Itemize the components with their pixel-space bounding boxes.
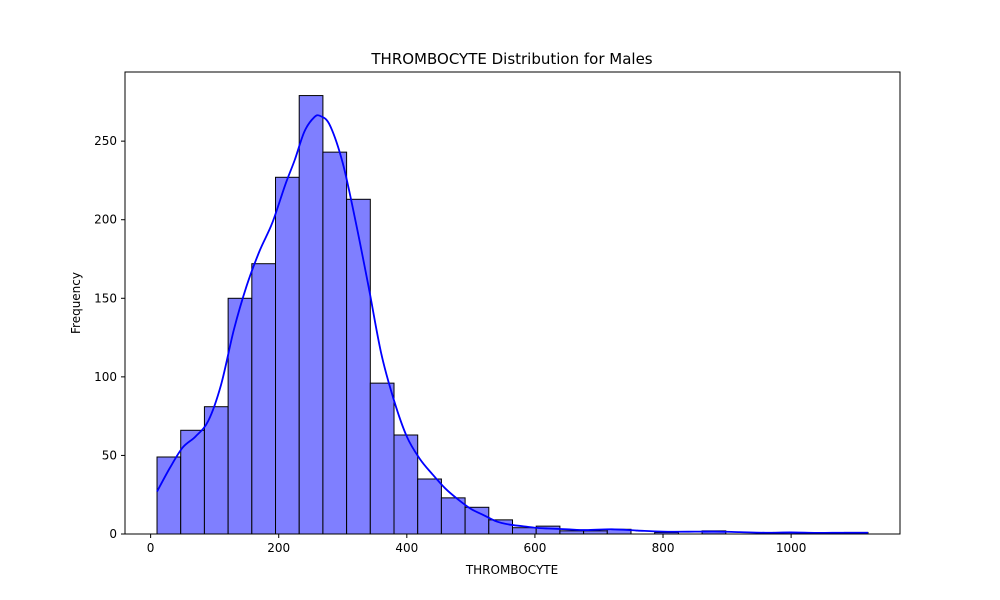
y-tick-label: 250 (94, 134, 117, 148)
x-tick-label: 1000 (776, 541, 807, 555)
histogram-bar (369, 382, 395, 535)
histogram-bar (251, 263, 277, 535)
y-tick-label: 50 (102, 448, 117, 462)
y-axis: 0 50 100 150 200 250 (94, 134, 125, 541)
plot-frame (124, 71, 901, 535)
bars-layer (156, 95, 869, 535)
histogram-bar (346, 198, 371, 535)
histogram-bar (227, 297, 253, 535)
chart-title: THROMBOCYTE Distribution for Males (370, 50, 652, 68)
y-tick-label: 100 (94, 370, 117, 384)
histogram-bar (417, 478, 442, 535)
x-tick-label: 600 (523, 541, 546, 555)
histogram-bar (203, 406, 229, 535)
kde-line (156, 114, 868, 534)
x-tick-label: 0 (147, 541, 155, 555)
x-tick-label: 800 (652, 541, 675, 555)
y-tick-label: 0 (109, 527, 117, 541)
x-tick-label: 400 (395, 541, 418, 555)
y-tick-label: 150 (94, 291, 117, 305)
x-tick-label: 200 (267, 541, 290, 555)
histogram-bar (512, 527, 537, 535)
histogram-bar (275, 176, 300, 535)
x-axis: 0 200 400 600 800 1000 (147, 534, 807, 555)
histogram-bar (298, 95, 324, 535)
y-tick-label: 200 (94, 213, 117, 227)
y-axis-label: Frequency (69, 272, 83, 334)
x-axis-label: THROMBOCYTE (465, 563, 558, 577)
histogram-bar (322, 151, 348, 535)
